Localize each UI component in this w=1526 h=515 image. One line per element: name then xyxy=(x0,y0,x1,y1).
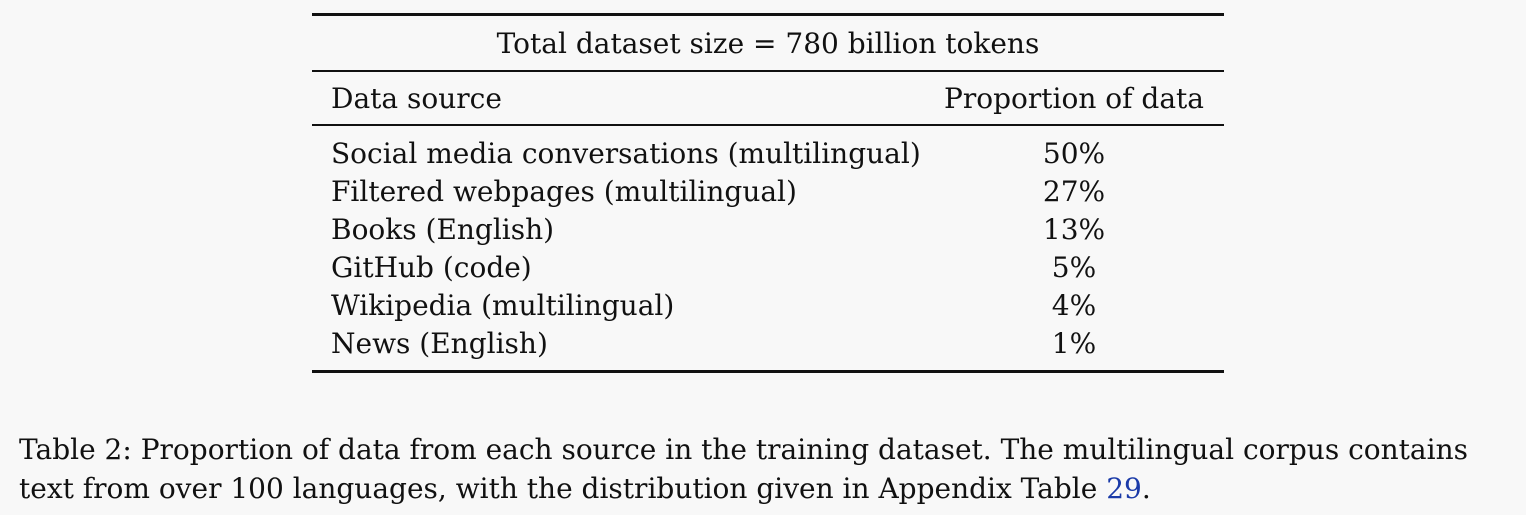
row-proportion: 13% xyxy=(1042,212,1106,246)
table-top-rule xyxy=(312,13,1224,16)
row-proportion: 1% xyxy=(1051,326,1097,360)
table-bottom-rule xyxy=(312,370,1224,373)
caption-text: Table 2: Proportion of data from each so… xyxy=(19,433,1468,505)
table-header-row: Data source Proportion of data xyxy=(312,72,1224,124)
row-proportion: 27% xyxy=(1042,174,1106,208)
row-source: News (English) xyxy=(331,326,548,360)
table-row: Social media conversations (multilingual… xyxy=(312,134,1224,172)
table-row: Books (English) 13% xyxy=(312,210,1224,248)
row-source: GitHub (code) xyxy=(331,250,532,284)
row-source: Social media conversations (multilingual… xyxy=(331,136,921,170)
table-body: Social media conversations (multilingual… xyxy=(312,126,1224,370)
table-caption: Table 2: Proportion of data from each so… xyxy=(19,430,1519,508)
row-source: Books (English) xyxy=(331,212,555,246)
data-table: Total dataset size = 780 billion tokens … xyxy=(312,13,1224,373)
column-header-source: Data source xyxy=(331,81,502,115)
row-source: Filtered webpages (multilingual) xyxy=(331,174,797,208)
row-proportion: 50% xyxy=(1042,136,1106,170)
appendix-table-link[interactable]: 29 xyxy=(1106,472,1142,505)
caption-end: . xyxy=(1141,472,1151,505)
column-header-proportion: Proportion of data xyxy=(944,81,1204,115)
row-proportion: 4% xyxy=(1051,288,1097,322)
table-title-rule xyxy=(312,70,1224,72)
table-header-rule xyxy=(312,124,1224,126)
table-title: Total dataset size = 780 billion tokens xyxy=(496,26,1040,60)
row-proportion: 5% xyxy=(1051,250,1097,284)
table-row: Filtered webpages (multilingual) 27% xyxy=(312,172,1224,210)
table-row: News (English) 1% xyxy=(312,324,1224,362)
table-row: Wikipedia (multilingual) 4% xyxy=(312,286,1224,324)
table-row: GitHub (code) 5% xyxy=(312,248,1224,286)
row-source: Wikipedia (multilingual) xyxy=(331,288,675,322)
